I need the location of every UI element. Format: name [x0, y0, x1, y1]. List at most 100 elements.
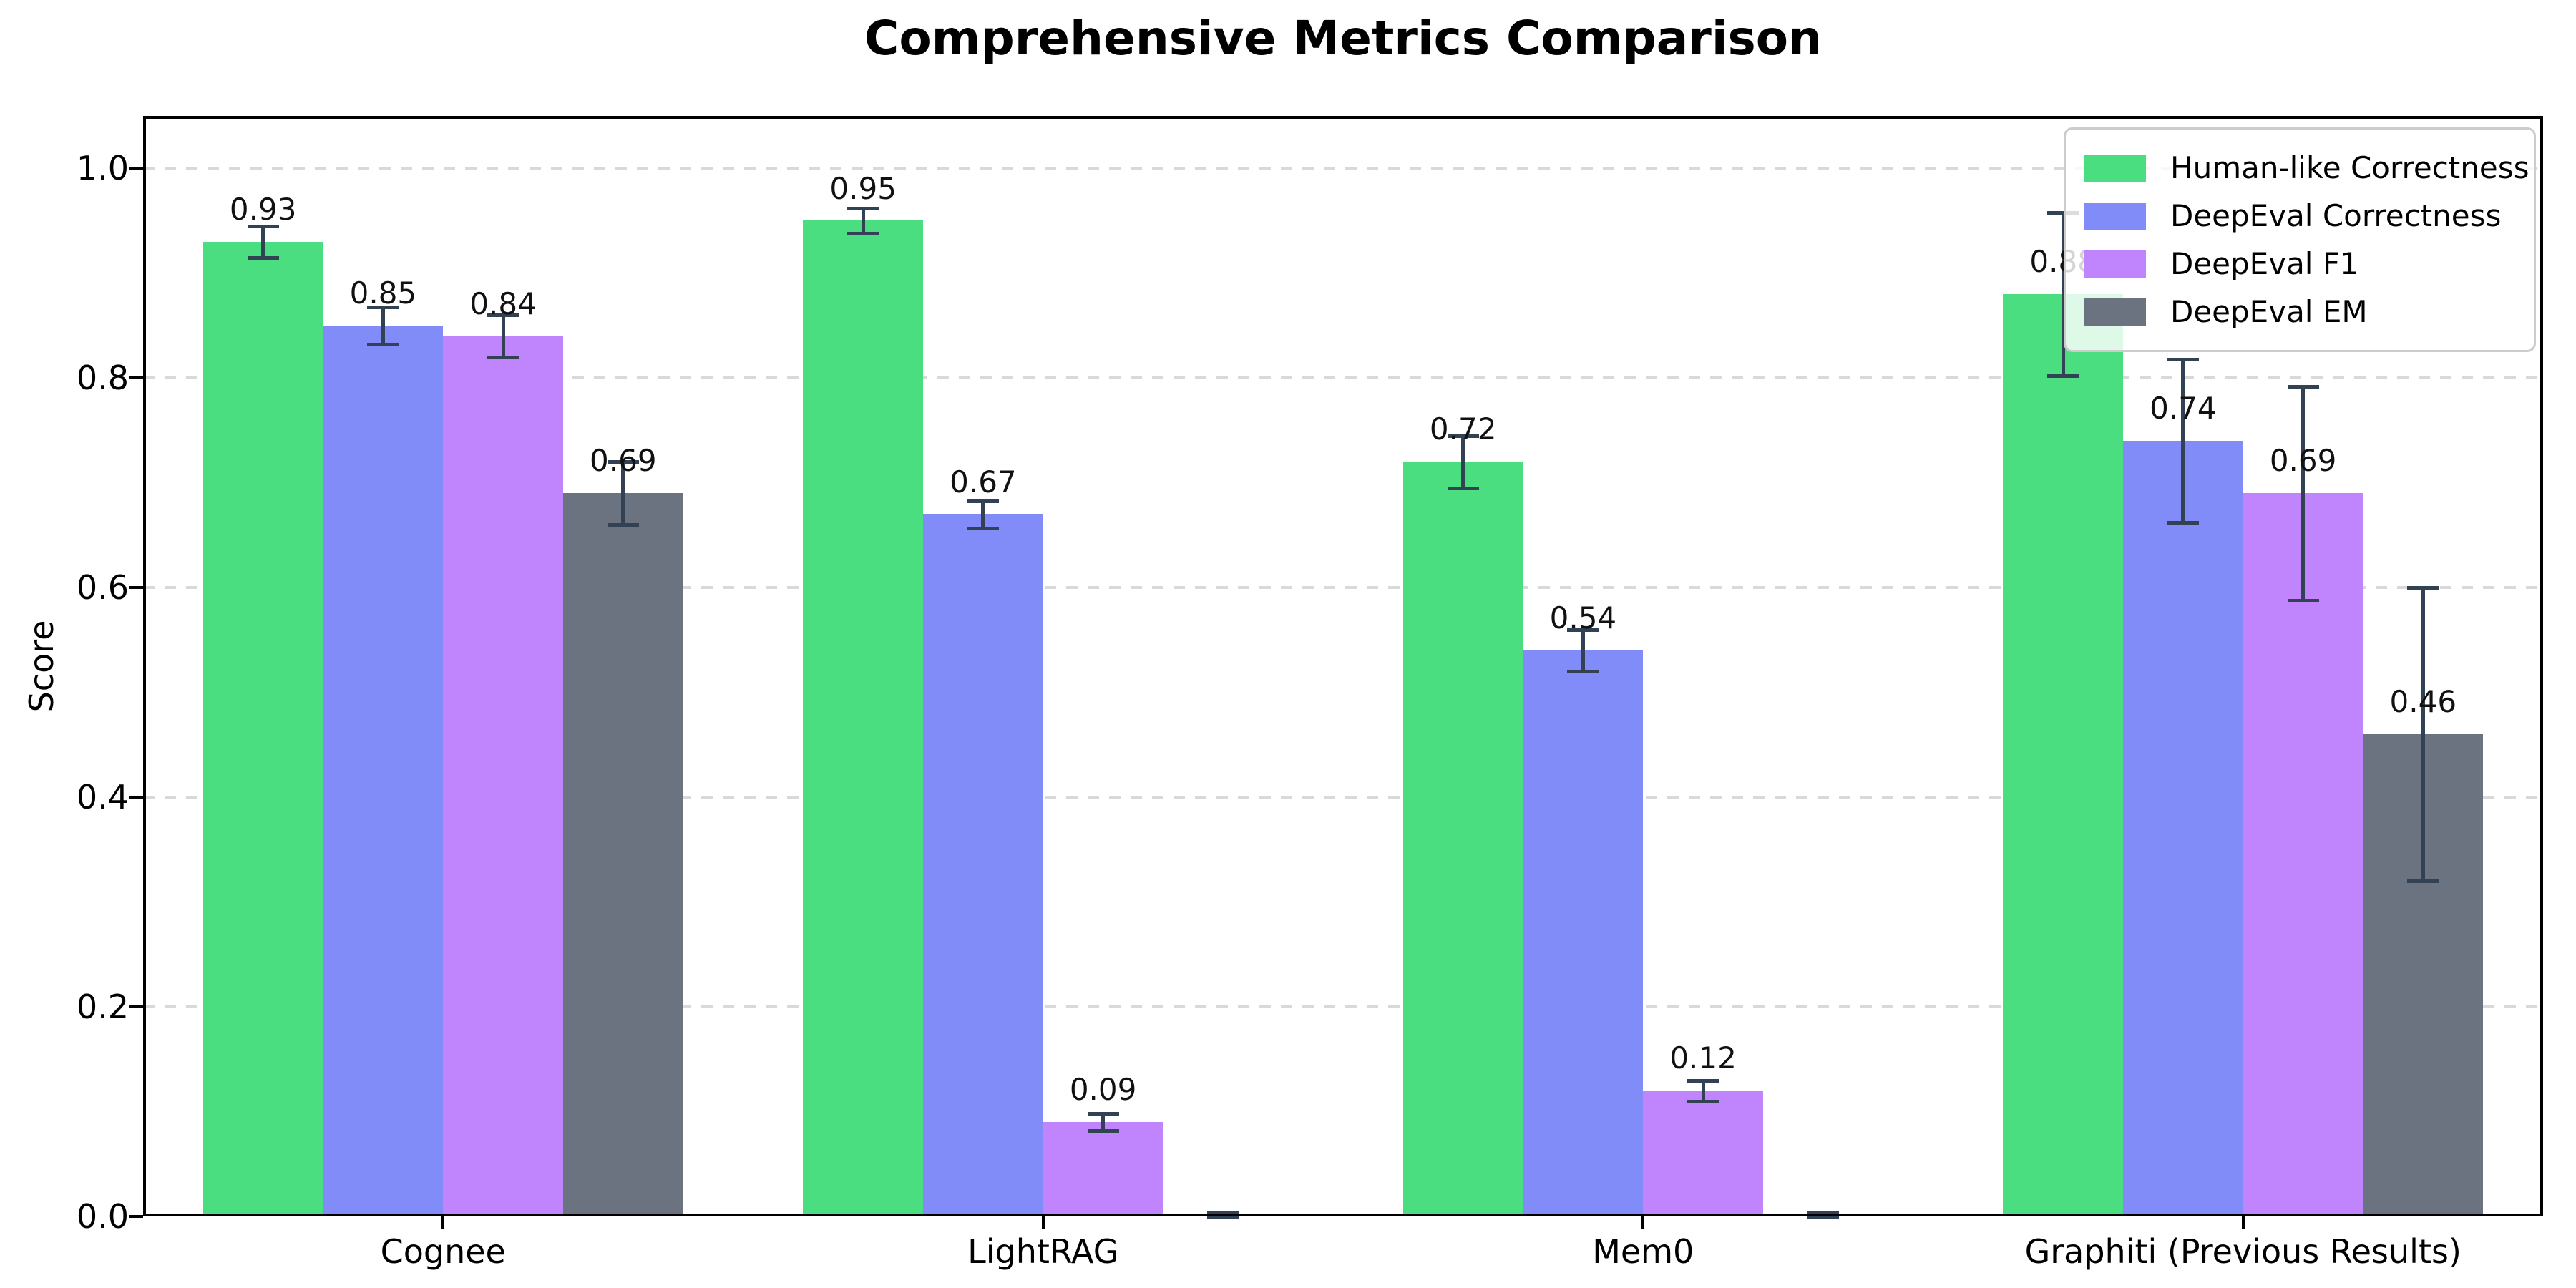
- error-bar-cap-top: [1807, 1211, 1839, 1215]
- x-category-label: Mem0: [1592, 1232, 1694, 1271]
- gridline: [143, 1005, 2543, 1009]
- error-bar-cap-bottom: [607, 523, 639, 527]
- error-bar-cap-bottom: [847, 232, 879, 236]
- error-bar-cap-bottom: [1087, 1128, 1119, 1133]
- bar-value-label: 0.69: [2269, 443, 2337, 479]
- bar: [1043, 1122, 1163, 1216]
- error-bar-cap-top: [2287, 384, 2319, 389]
- error-bar-cap-top: [1087, 1112, 1119, 1116]
- bar-value-label: 0.09: [1069, 1072, 1137, 1108]
- error-bar-line: [861, 208, 865, 234]
- bar-value-label: 0.54: [1549, 600, 1617, 636]
- bar-value-label: 0.46: [2389, 684, 2457, 720]
- x-tick-mark: [2241, 1216, 2245, 1229]
- legend-label: DeepEval Correctness: [2170, 197, 2502, 233]
- legend-swatch: [2084, 298, 2146, 326]
- bar: [203, 241, 323, 1216]
- bar-value-label: 0.74: [2150, 391, 2217, 426]
- error-bar-cap-bottom: [1687, 1099, 1719, 1103]
- bar-value-label: 0.67: [950, 464, 1017, 499]
- error-bar-cap-top: [2167, 357, 2199, 361]
- error-bar-line: [1581, 629, 1585, 672]
- error-bar-line: [1101, 1113, 1106, 1131]
- x-category-label: LightRAG: [967, 1232, 1119, 1271]
- y-tick-label: 0.6: [76, 568, 129, 608]
- bar: [562, 493, 683, 1216]
- y-tick-label: 0.2: [76, 987, 129, 1027]
- error-bar-cap-top: [607, 460, 639, 464]
- y-tick-label: 0.8: [76, 358, 129, 398]
- legend-item: DeepEval EM: [2084, 288, 2515, 336]
- error-bar-cap-bottom: [1207, 1215, 1239, 1219]
- y-tick-mark: [129, 167, 143, 170]
- error-bar-line: [981, 500, 985, 528]
- gridline: [143, 796, 2543, 799]
- bar-value-label: 0.69: [590, 443, 657, 479]
- error-bar-cap-bottom: [367, 343, 399, 347]
- error-bar-cap-bottom: [1567, 670, 1599, 674]
- bar: [1402, 462, 1523, 1216]
- error-bar-cap-bottom: [2167, 521, 2199, 525]
- plot-area: 0.930.950.720.880.850.670.540.740.840.09…: [143, 116, 2543, 1219]
- y-tick-label: 0.0: [76, 1197, 129, 1236]
- error-bar-line: [1461, 435, 1465, 488]
- bar: [2123, 441, 2243, 1216]
- y-tick-mark: [129, 1215, 143, 1218]
- legend-swatch: [2084, 250, 2146, 278]
- y-tick-mark: [129, 1005, 143, 1009]
- error-bar-line: [2421, 587, 2425, 882]
- error-bar-cap-bottom: [2047, 374, 2079, 379]
- chart-title: Comprehensive Metrics Comparison: [864, 11, 1823, 66]
- error-bar-cap-bottom: [2287, 598, 2319, 602]
- y-tick-label: 0.4: [76, 778, 129, 817]
- error-bar-line: [1701, 1080, 1705, 1101]
- legend-item: DeepEval Correctness: [2084, 192, 2515, 240]
- x-tick-mark: [441, 1216, 445, 1229]
- error-bar-cap-bottom: [2407, 879, 2439, 884]
- error-bar-cap-bottom: [247, 255, 279, 260]
- y-tick-mark: [129, 376, 143, 380]
- gridline: [143, 586, 2543, 590]
- legend-item: DeepEval F1: [2084, 240, 2515, 288]
- gridline: [143, 376, 2543, 380]
- legend-swatch: [2084, 154, 2146, 182]
- error-bar-line: [621, 462, 625, 525]
- bar: [2003, 294, 2124, 1216]
- error-bar-cap-top: [1447, 434, 1479, 438]
- x-category-label: Graphiti (Previous Results): [2024, 1232, 2462, 1271]
- bar-value-label: 0.95: [829, 170, 897, 206]
- legend-label: Human-like Correctness: [2170, 150, 2529, 185]
- legend-item: Human-like Correctness: [2084, 144, 2529, 192]
- y-tick-mark: [129, 586, 143, 590]
- error-bar-cap-top: [247, 224, 279, 228]
- x-tick-mark: [1641, 1216, 1645, 1229]
- y-tick-label: 1.0: [76, 149, 129, 188]
- legend-label: DeepEval F1: [2170, 245, 2359, 281]
- error-bar-cap-top: [967, 499, 999, 503]
- gridline: [143, 167, 2543, 170]
- error-bar-cap-top: [487, 313, 519, 318]
- bar: [323, 325, 444, 1216]
- error-bar-line: [501, 315, 505, 357]
- bar: [2243, 493, 2363, 1216]
- x-category-label: Cognee: [380, 1232, 506, 1271]
- legend-swatch: [2084, 202, 2146, 230]
- bar-value-label: 0.84: [469, 286, 537, 321]
- bar: [443, 336, 563, 1216]
- x-tick-mark: [1041, 1216, 1045, 1229]
- error-bar-cap-top: [1207, 1211, 1239, 1215]
- error-bar-cap-bottom: [1447, 486, 1479, 490]
- bar: [923, 514, 1043, 1216]
- bar: [803, 220, 924, 1216]
- error-bar-cap-top: [2407, 586, 2439, 590]
- error-bar-cap-bottom: [1807, 1215, 1839, 1219]
- error-bar-cap-bottom: [487, 355, 519, 359]
- error-bar-line: [2061, 212, 2065, 376]
- error-bar-cap-bottom: [967, 526, 999, 530]
- error-bar-line: [2181, 358, 2185, 523]
- bar: [1643, 1091, 1763, 1216]
- bar-value-label: 0.85: [349, 275, 417, 311]
- error-bar-cap-top: [1687, 1078, 1719, 1083]
- error-bar-cap-top: [847, 206, 879, 210]
